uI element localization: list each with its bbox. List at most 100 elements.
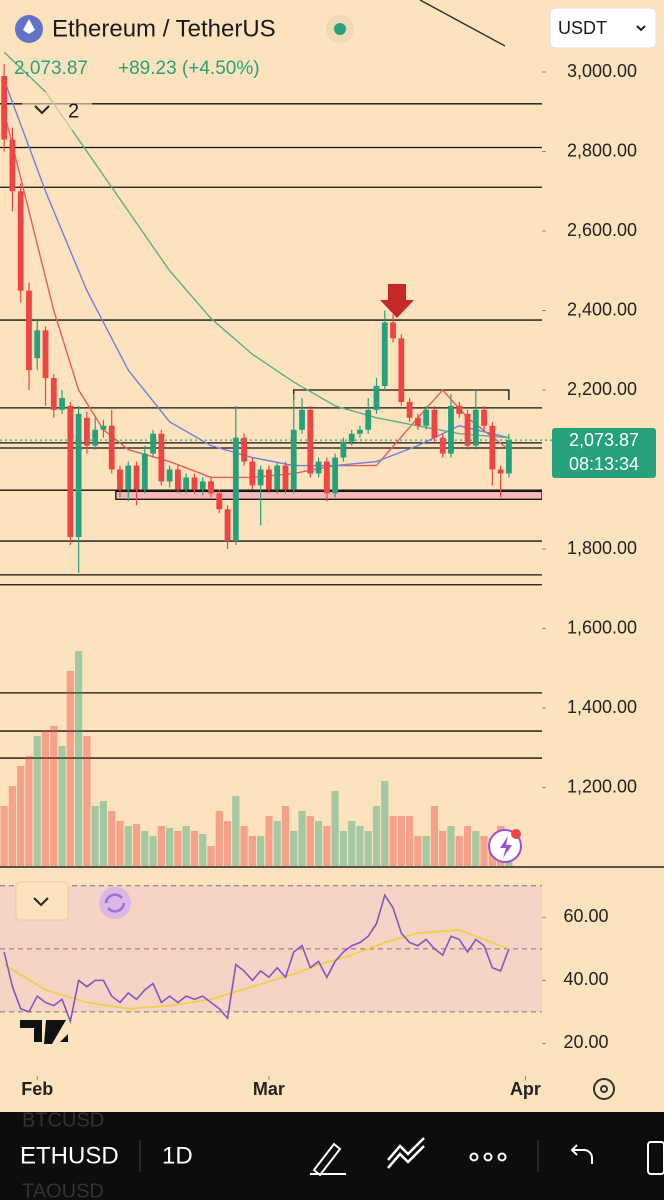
candle-body: [75, 413, 82, 538]
more-icon: [497, 1152, 507, 1162]
volume-bar: [248, 836, 256, 866]
rsi-y-tick-label: 60.00: [563, 906, 608, 926]
candle-body: [266, 469, 272, 490]
volume-bar: [66, 671, 74, 866]
y-tick-label: 1,400.00: [567, 697, 637, 717]
toolbar-symbol[interactable]: ETHUSD: [20, 1142, 119, 1169]
volume-bar: [149, 836, 157, 866]
candle-body: [241, 437, 248, 462]
volume-bar: [83, 736, 91, 866]
volume-bar: [430, 806, 439, 866]
volume-bar: [157, 826, 165, 866]
volume-bar: [463, 826, 472, 866]
candle-body: [390, 322, 396, 339]
volume-bar: [141, 831, 149, 866]
candle-body: [17, 191, 24, 291]
volume-bar: [439, 831, 447, 866]
candle-body: [481, 409, 487, 426]
y-tick-label: 2,800.00: [567, 140, 637, 160]
settings-icon[interactable]: [593, 1078, 615, 1100]
volume-bar: [281, 806, 290, 866]
volume-bar: [50, 726, 58, 866]
volume-bar: [182, 826, 190, 866]
candle-body: [439, 437, 446, 454]
candle-body: [224, 509, 231, 542]
candle-body: [274, 465, 281, 490]
toolbar-interval[interactable]: 1D: [162, 1142, 193, 1169]
volume-bar: [33, 736, 41, 866]
volume-bar: [0, 806, 8, 866]
candle-body: [431, 409, 438, 438]
watchlist-symbol: BTCUSD: [22, 1109, 104, 1131]
candle-body: [67, 405, 74, 538]
sell-arrow: [380, 284, 414, 318]
indicator-count: 2: [68, 100, 79, 122]
volume-bar: [331, 791, 339, 866]
x-tick-label: Mar: [253, 1079, 285, 1099]
volume-bar: [306, 816, 314, 866]
candle-body: [150, 433, 156, 454]
eth-logo-mark: [23, 19, 35, 34]
candle-body: [9, 139, 16, 192]
volume-bar: [447, 826, 455, 866]
alert-icon: [500, 836, 512, 858]
candle-body: [257, 469, 264, 486]
rsi-chevron: [33, 897, 49, 907]
refresh-button[interactable]: [99, 887, 131, 919]
volume-bar: [190, 831, 199, 866]
last-price: 2,073.87: [14, 58, 88, 79]
more-icon: [483, 1152, 493, 1162]
candle-body: [456, 405, 463, 414]
candle-body: [50, 378, 57, 410]
candle-body: [489, 425, 496, 470]
volume-bar: [298, 811, 306, 866]
market-open-dot: [334, 23, 346, 35]
candle-body: [208, 481, 214, 494]
x-tick-label: Feb: [21, 1079, 53, 1099]
indicator-toggle[interactable]: [22, 92, 92, 130]
candle-body: [34, 330, 41, 359]
currency-select[interactable]: [549, 7, 657, 49]
y-tick-label: 2,400.00: [567, 299, 637, 319]
trend-line: [419, 0, 506, 47]
watchlist-symbol: TAOUSD: [22, 1180, 104, 1200]
volume-bar: [99, 801, 108, 866]
volume-bar: [455, 836, 463, 866]
candle-body: [26, 290, 32, 371]
indicator-chevron: [34, 105, 50, 115]
volume-bar: [381, 781, 389, 866]
volume-bar: [323, 826, 331, 866]
rsi-toggle[interactable]: [15, 881, 69, 921]
alert-badge: [511, 829, 521, 839]
x-tick-label: Apr: [510, 1079, 541, 1099]
candle-body: [249, 461, 256, 486]
volume-bar: [215, 811, 223, 866]
draw-tool-icon[interactable]: [310, 1142, 346, 1177]
currency-label[interactable]: USDT: [558, 18, 607, 38]
settings-icon-core: [600, 1085, 608, 1093]
candle-body: [332, 457, 339, 494]
rsi-line: [3, 893, 510, 1025]
candle-body: [83, 417, 90, 446]
price-tag-countdown: 08:13:34: [569, 454, 639, 474]
candle-body: [357, 429, 363, 434]
volume-bar: [91, 806, 99, 866]
symbol-title: Ethereum / TetherUS: [52, 15, 276, 42]
candle-body: [216, 493, 223, 510]
candle-body: [299, 409, 305, 430]
more-icon[interactable]: [469, 1152, 479, 1162]
candle-body: [141, 453, 148, 490]
volume-bar: [240, 826, 248, 866]
candle-body: [381, 322, 388, 387]
undo-icon[interactable]: [570, 1144, 593, 1164]
candle-body: [315, 461, 322, 474]
pattern-tool-icon[interactable]: [387, 1137, 425, 1169]
price-panel: [0, 51, 542, 866]
volume-bar: [356, 826, 364, 866]
candle-body: [290, 429, 297, 490]
moving-average: [3, 111, 510, 479]
volume-bar: [422, 836, 430, 866]
volume-bar: [132, 824, 141, 866]
